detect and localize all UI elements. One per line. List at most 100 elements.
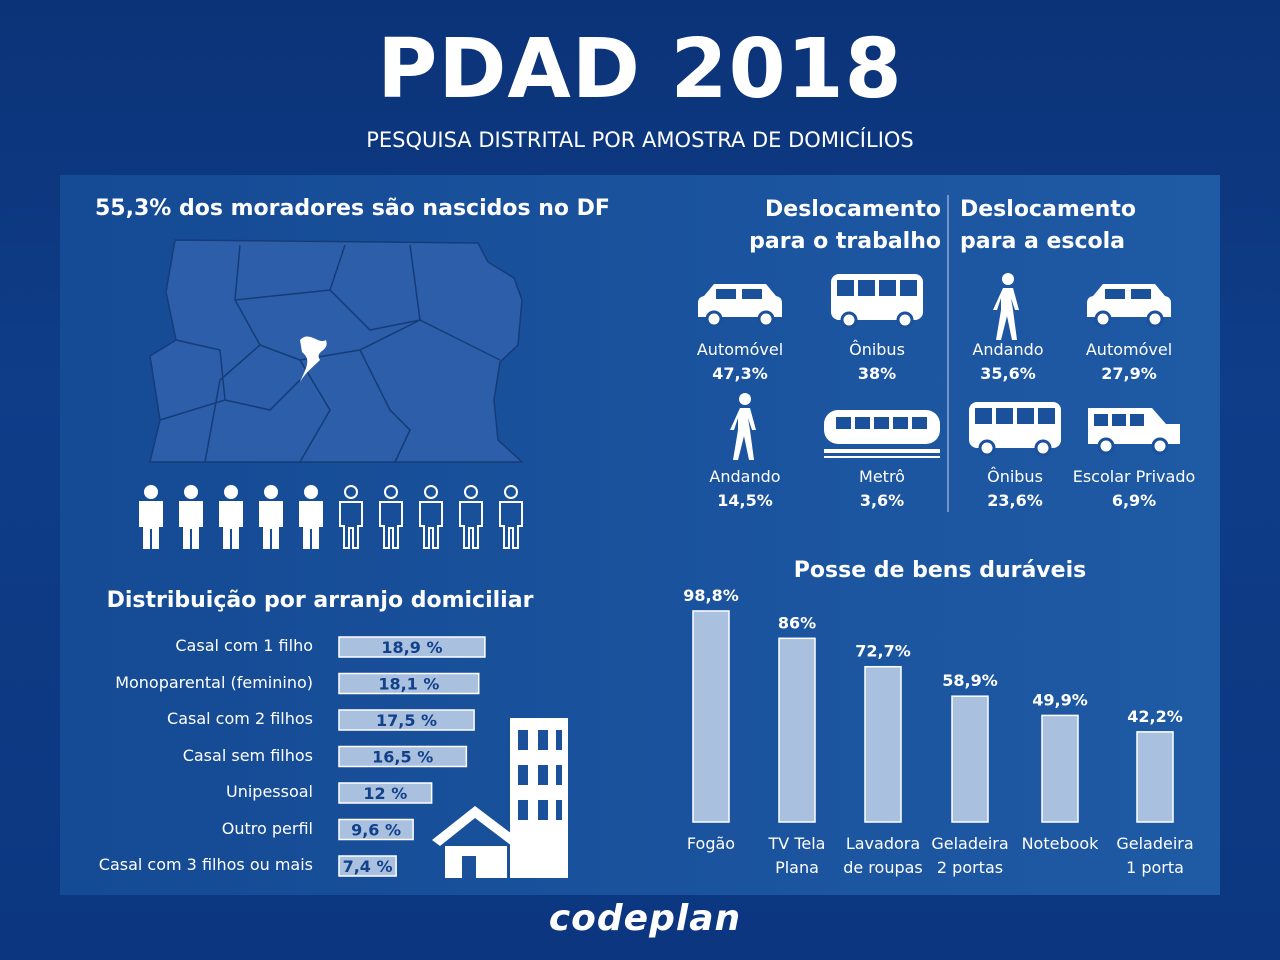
van-icon <box>1088 408 1180 455</box>
mode-label: Metrô <box>859 467 905 486</box>
wheel <box>1097 437 1115 455</box>
head <box>184 485 198 499</box>
wheel <box>1146 310 1164 328</box>
map <box>149 239 524 463</box>
value-label: 98,8% <box>683 586 739 605</box>
category-label: TV Tela Plana <box>768 834 826 877</box>
category-label: Unipessoal <box>225 782 313 801</box>
born-title: 55,3% dos moradores são nascidos no DF <box>95 196 610 221</box>
bar <box>778 637 816 823</box>
head <box>504 485 518 499</box>
bar <box>338 672 480 695</box>
mode-value: 47,3% <box>712 364 768 383</box>
category-label: Fogão <box>686 834 736 853</box>
window <box>975 408 992 424</box>
category-label: Casal com 3 filhos ou mais <box>98 855 313 874</box>
window <box>1094 414 1108 426</box>
window <box>836 417 851 429</box>
person-icon <box>499 485 523 549</box>
bar <box>951 695 989 823</box>
head <box>1002 273 1014 285</box>
mode-value: 38% <box>857 364 897 383</box>
mode-value: 35,6% <box>980 364 1036 383</box>
person-icon <box>139 485 163 549</box>
subtitle: PESQUISA DISTRITAL POR AMOSTRA DE DOMICÍ… <box>366 128 914 152</box>
head <box>424 485 438 499</box>
wheel <box>1151 437 1169 455</box>
head <box>264 485 278 499</box>
category-label: Casal com 1 filho <box>175 636 313 655</box>
person-icon <box>259 485 283 549</box>
title: PDAD 2018 <box>377 22 903 117</box>
mode: Andando 14,5% <box>680 465 810 513</box>
school-title: Deslocamento para a escola <box>960 197 1136 254</box>
head <box>464 485 478 499</box>
value-label: 18,1 % <box>378 675 439 694</box>
mode-value: 6,9% <box>1111 491 1157 510</box>
mode: Automóvel 47,3% <box>675 338 805 386</box>
head <box>144 485 158 499</box>
head <box>384 485 398 499</box>
mode-label: Ônibus <box>849 340 905 359</box>
car-icon <box>1087 284 1171 328</box>
window <box>1131 289 1151 299</box>
person-icon <box>379 485 403 549</box>
value-label: 58,9% <box>942 671 998 690</box>
value-label: 9,6 % <box>351 821 401 840</box>
window <box>742 289 762 299</box>
wheel <box>705 310 723 328</box>
bar <box>338 782 433 804</box>
mode-label: Automóvel <box>1085 340 1173 359</box>
window <box>1112 414 1126 426</box>
value-label: 72,7% <box>855 642 911 661</box>
person-icon <box>339 485 363 549</box>
category-label: Geladeira 1 porta <box>1116 834 1194 877</box>
value-label: 17,5 % <box>376 711 437 730</box>
value-label: 42,2% <box>1127 707 1183 726</box>
rail <box>824 456 940 458</box>
head <box>344 485 358 499</box>
body <box>459 501 483 549</box>
metro-icon <box>824 410 940 458</box>
body <box>419 501 443 549</box>
wheel <box>896 311 914 329</box>
wheel <box>978 439 996 457</box>
head <box>739 393 751 405</box>
durables-title: Posse de bens duráveis <box>793 558 1087 583</box>
wheel <box>757 310 775 328</box>
bar <box>1041 714 1079 823</box>
walk-icon <box>730 393 756 460</box>
window <box>858 280 875 296</box>
person-icon <box>219 485 243 549</box>
person-icon <box>459 485 483 549</box>
mode-label: Escolar Privado <box>1072 467 1196 486</box>
body <box>259 501 283 549</box>
bar <box>338 745 468 768</box>
window <box>1130 414 1144 426</box>
bar <box>338 709 475 731</box>
mode-value: 14,5% <box>717 491 773 510</box>
mode-label: Andando <box>972 340 1044 359</box>
body <box>299 501 323 549</box>
window <box>855 417 870 429</box>
value-label: 12 % <box>363 784 407 803</box>
rail <box>824 449 940 453</box>
value-label: 7,4 % <box>343 857 393 876</box>
window <box>900 280 917 296</box>
wheel <box>1094 310 1112 328</box>
mode: Andando 35,6% <box>943 338 1073 386</box>
mode-label: Andando <box>709 467 781 486</box>
bus-icon <box>969 402 1061 457</box>
window <box>912 417 927 429</box>
bus-icon <box>831 274 923 329</box>
mode-value: 27,9% <box>1101 364 1157 383</box>
value-label: 86% <box>778 613 816 632</box>
value-label: 16,5 % <box>372 748 433 767</box>
work-title: Deslocamento para o trabalho <box>749 197 941 254</box>
window <box>996 408 1013 424</box>
person-icon <box>419 485 443 549</box>
mode-label: Automóvel <box>696 340 784 359</box>
window <box>1105 289 1125 299</box>
mode-label: Ônibus <box>987 467 1043 486</box>
bar <box>864 665 902 823</box>
